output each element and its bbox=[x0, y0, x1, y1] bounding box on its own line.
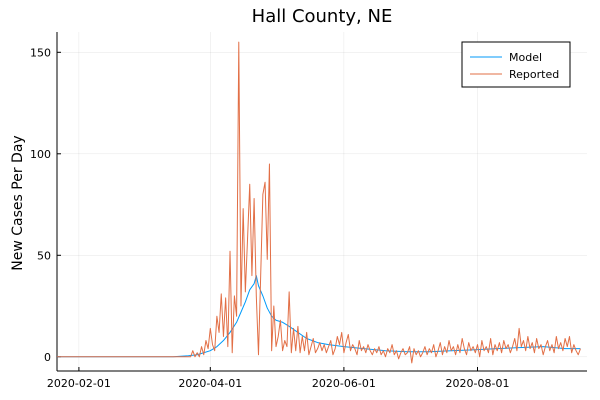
y-axis-label: New Cases Per Day bbox=[10, 135, 26, 270]
legend-label-model: Model bbox=[509, 51, 542, 64]
legend-label-reported: Reported bbox=[509, 68, 559, 81]
y-tick-label: 150 bbox=[30, 46, 51, 59]
y-tick-label: 0 bbox=[44, 351, 51, 364]
series-line-reported bbox=[57, 41, 581, 364]
y-tick-label: 100 bbox=[30, 148, 51, 161]
tick-labels: 2020-02-01 2020-04-01 2020-06-01 2020-08-01… bbox=[30, 46, 509, 390]
legend: Model Reported bbox=[461, 41, 571, 88]
x-tick-label: 2020-04-01 bbox=[178, 377, 242, 390]
x-tick-label: 2020-06-01 bbox=[312, 377, 376, 390]
series-lines bbox=[57, 41, 581, 364]
legend-box bbox=[461, 41, 571, 88]
x-tick-label: 2020-02-01 bbox=[47, 377, 111, 390]
chart-title: Hall County, NE bbox=[252, 6, 393, 27]
x-tick-label: 2020-08-01 bbox=[446, 377, 510, 390]
y-tick-label: 50 bbox=[37, 249, 51, 262]
grid-lines bbox=[57, 32, 587, 371]
